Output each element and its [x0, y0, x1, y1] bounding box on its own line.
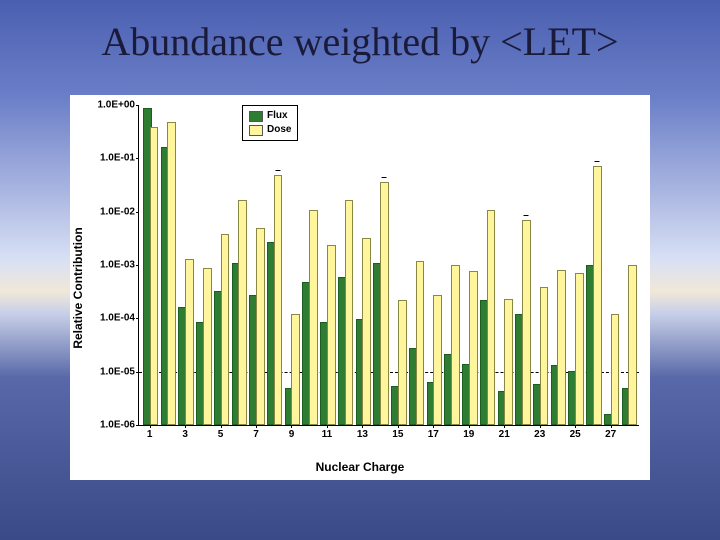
- legend-label-dose: Dose: [267, 123, 291, 137]
- plot-area: Flux Dose 1.0E+001.0E-011.0E-021.0E-031.…: [138, 105, 639, 426]
- dose-bar: [628, 265, 637, 425]
- dose-bar: [185, 259, 194, 425]
- dose-bar: [221, 234, 230, 425]
- dose-bar: [504, 299, 513, 425]
- dose-bar: [593, 166, 602, 425]
- ytick-label: 1.0E-04: [83, 313, 135, 324]
- dose-bar: [451, 265, 460, 425]
- dose-bar: [345, 200, 354, 425]
- dose-bar: [238, 200, 247, 425]
- dose-bar: [327, 245, 336, 425]
- xtick-label: 7: [253, 429, 259, 440]
- xtick-label: 23: [534, 429, 545, 440]
- chart-container: Relative Contribution Nuclear Charge Flu…: [70, 95, 650, 480]
- legend-item-flux: Flux: [249, 109, 291, 123]
- dose-swatch-icon: [249, 125, 263, 136]
- ytick-label: 1.0E+00: [83, 100, 135, 111]
- dose-bar: [256, 228, 265, 425]
- legend-item-dose: Dose: [249, 123, 291, 137]
- dose-bar: [274, 175, 283, 425]
- x-axis-label: Nuclear Charge: [70, 460, 650, 474]
- dose-bar: [398, 300, 407, 425]
- xtick-label: 3: [182, 429, 188, 440]
- ytick-label: 1.0E-02: [83, 206, 135, 217]
- xtick-label: 27: [605, 429, 616, 440]
- xtick-label: 21: [499, 429, 510, 440]
- ytick-label: 1.0E-01: [83, 153, 135, 164]
- legend: Flux Dose: [242, 105, 298, 141]
- ytick-label: 1.0E-05: [83, 366, 135, 377]
- dose-bar: [416, 261, 425, 425]
- xtick-label: 1: [147, 429, 153, 440]
- ytick-label: 1.0E-06: [83, 420, 135, 431]
- dose-bar: [611, 314, 620, 425]
- xtick-label: 11: [322, 429, 333, 440]
- y-axis-label: Relative Contribution: [71, 227, 85, 348]
- xtick-label: 15: [392, 429, 403, 440]
- dose-bar: [522, 220, 531, 425]
- xtick-label: 5: [218, 429, 224, 440]
- xtick-label: 25: [570, 429, 581, 440]
- dose-bar: [380, 182, 389, 425]
- dose-bar: [575, 273, 584, 425]
- ytick-label: 1.0E-03: [83, 260, 135, 271]
- xtick-label: 9: [289, 429, 295, 440]
- dose-bar: [203, 268, 212, 425]
- dose-bar: [150, 127, 159, 425]
- dose-bar: [469, 271, 478, 425]
- dose-bar: [309, 210, 318, 425]
- dose-bar: [433, 295, 442, 425]
- dose-bar: [540, 287, 549, 425]
- xtick-label: 17: [428, 429, 439, 440]
- dose-bar: [557, 270, 566, 425]
- flux-swatch-icon: [249, 111, 263, 122]
- xtick-label: 13: [357, 429, 368, 440]
- dose-bar: [487, 210, 496, 425]
- legend-label-flux: Flux: [267, 109, 288, 123]
- dose-bar: [362, 238, 371, 425]
- dose-bar: [291, 314, 300, 425]
- slide: Abundance weighted by <LET> Relative Con…: [0, 0, 720, 540]
- dose-bar: [167, 122, 176, 426]
- xtick-label: 19: [463, 429, 474, 440]
- slide-title: Abundance weighted by <LET>: [0, 18, 720, 65]
